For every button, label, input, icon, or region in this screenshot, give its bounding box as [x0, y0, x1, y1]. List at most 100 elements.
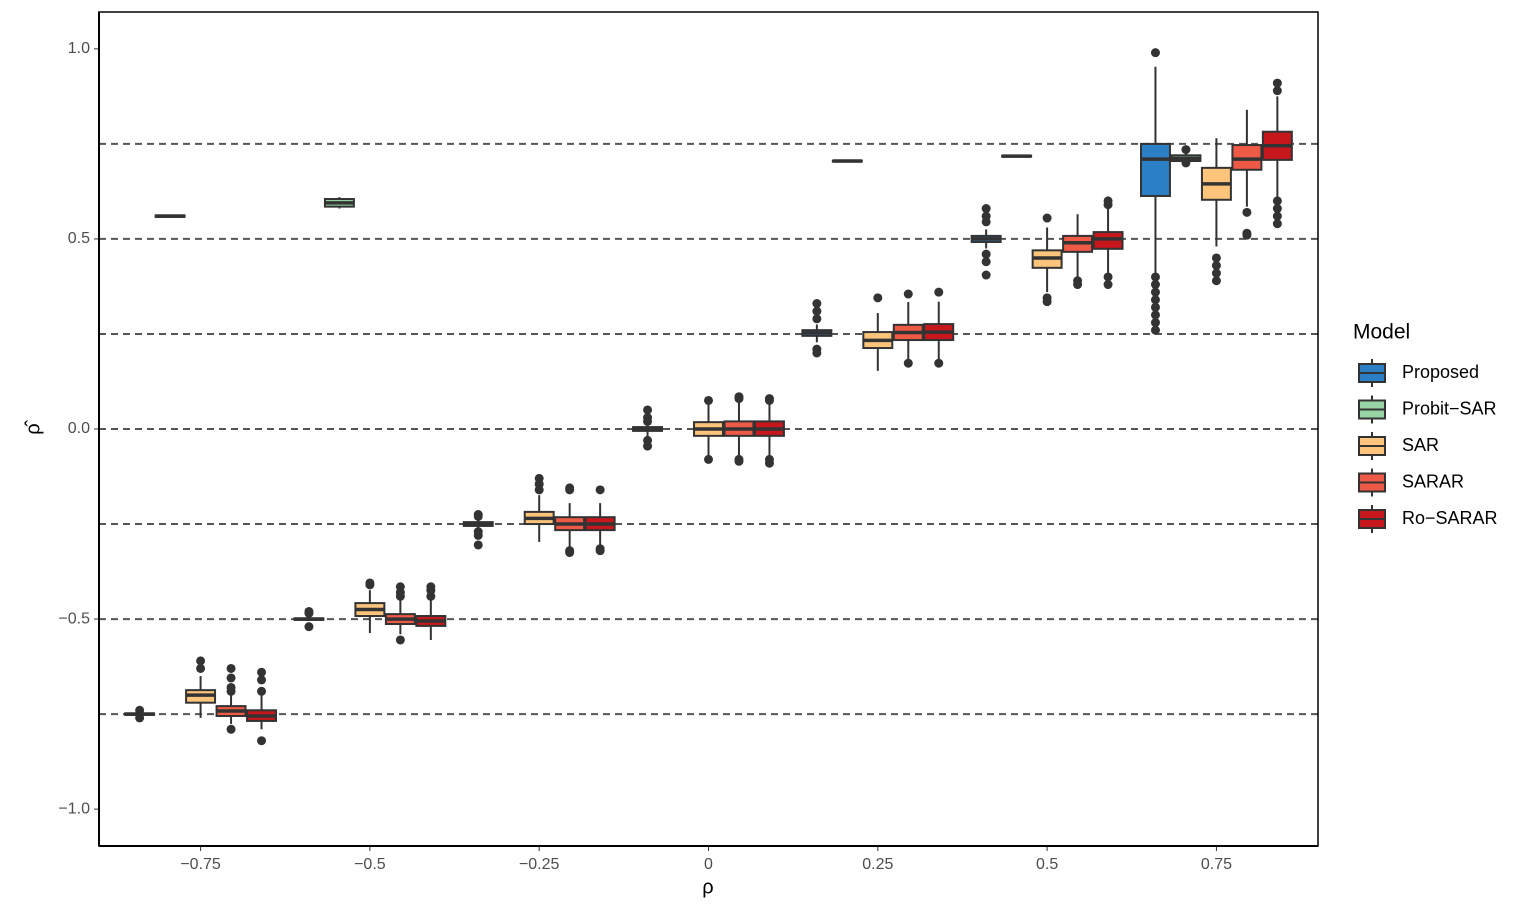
outlier: [812, 314, 822, 324]
legend-title: Model: [1353, 321, 1410, 344]
outlier: [1272, 211, 1282, 221]
outlier: [473, 511, 483, 521]
outlier: [1150, 310, 1160, 320]
outlier: [1150, 295, 1160, 305]
outlier: [981, 211, 991, 221]
outlier: [196, 663, 206, 673]
outlier: [643, 405, 653, 415]
x-tick-label: 0: [704, 856, 713, 873]
outlier: [1073, 280, 1083, 290]
legend-label: Probit−SAR: [1402, 398, 1497, 418]
outlier: [1211, 261, 1221, 271]
outlier: [226, 686, 236, 696]
outlier: [257, 686, 267, 696]
outlier: [1103, 280, 1113, 290]
outlier: [981, 270, 991, 280]
x-tick-label: 0.5: [1036, 856, 1058, 873]
outlier: [873, 293, 883, 303]
outlier: [1211, 276, 1221, 286]
outlier: [981, 249, 991, 259]
outlier: [304, 608, 314, 618]
outlier: [257, 675, 267, 685]
outlier: [812, 348, 822, 358]
legend-label: Ro−SARAR: [1402, 508, 1498, 528]
outlier: [1150, 48, 1160, 58]
outlier: [1103, 272, 1113, 282]
outlier: [704, 395, 713, 405]
x-axis-title: ρ: [702, 876, 713, 898]
outlier: [643, 416, 653, 426]
x-tick-label: −0.5: [354, 856, 386, 873]
outlier: [1150, 318, 1160, 328]
outlier: [934, 287, 944, 297]
outlier: [534, 485, 544, 495]
y-axis-title: ρ̂: [22, 419, 44, 434]
x-tick-label: 0.75: [1201, 856, 1232, 873]
outlier: [981, 204, 991, 214]
outlier: [704, 454, 713, 464]
outlier: [734, 392, 744, 402]
outlier: [257, 736, 267, 746]
outlier: [226, 673, 236, 683]
outlier: [1181, 158, 1191, 168]
outlier: [226, 724, 236, 734]
outlier: [1181, 145, 1191, 155]
outlier: [812, 306, 822, 316]
outlier: [565, 548, 575, 558]
outlier: [1211, 253, 1221, 263]
y-tick-label: 1.0: [68, 40, 90, 57]
y-tick-label: 0.0: [68, 420, 90, 437]
outlier: [196, 656, 206, 666]
outlier: [1042, 213, 1052, 223]
outlier: [981, 257, 991, 267]
outlier: [1150, 272, 1160, 282]
x-tick-label: −0.25: [519, 856, 560, 873]
outlier: [764, 458, 774, 468]
outlier: [473, 540, 483, 550]
outlier: [1272, 196, 1282, 206]
outlier: [226, 663, 236, 673]
outlier: [764, 394, 774, 404]
outlier: [1042, 297, 1052, 307]
outlier: [1272, 78, 1282, 88]
outlier: [595, 485, 605, 495]
legend-label: SAR: [1402, 435, 1439, 455]
outlier: [135, 705, 145, 715]
outlier: [734, 456, 744, 466]
outlier: [1242, 207, 1252, 217]
outlier: [934, 358, 944, 368]
outlier: [426, 591, 436, 601]
outlier: [395, 591, 405, 601]
outlier: [1150, 287, 1160, 297]
outlier: [565, 485, 575, 495]
y-tick-label: 0.5: [68, 230, 90, 247]
outlier: [365, 580, 375, 590]
y-tick-label: −1.0: [58, 800, 90, 817]
outlier: [1272, 219, 1282, 229]
outlier: [812, 299, 822, 309]
outlier: [135, 713, 145, 723]
outlier: [1150, 280, 1160, 290]
legend-label: Proposed: [1402, 362, 1479, 382]
outlier: [903, 358, 913, 368]
outlier: [643, 441, 653, 451]
outlier: [595, 546, 605, 556]
outlier: [903, 289, 913, 299]
y-tick-label: −0.5: [58, 610, 90, 627]
x-tick-label: 0.25: [862, 856, 893, 873]
outlier: [1150, 302, 1160, 312]
outlier: [473, 530, 483, 540]
outlier: [1242, 230, 1252, 240]
outlier: [304, 622, 314, 632]
outlier: [1103, 200, 1113, 210]
legend-label: SARAR: [1402, 471, 1464, 491]
outlier: [1211, 268, 1221, 278]
outlier: [1272, 86, 1282, 96]
outlier: [395, 635, 405, 645]
outlier: [1272, 204, 1282, 214]
box: [1139, 142, 1171, 197]
x-tick-label: −0.75: [180, 856, 221, 873]
outlier: [257, 667, 267, 677]
outlier: [1150, 325, 1160, 335]
